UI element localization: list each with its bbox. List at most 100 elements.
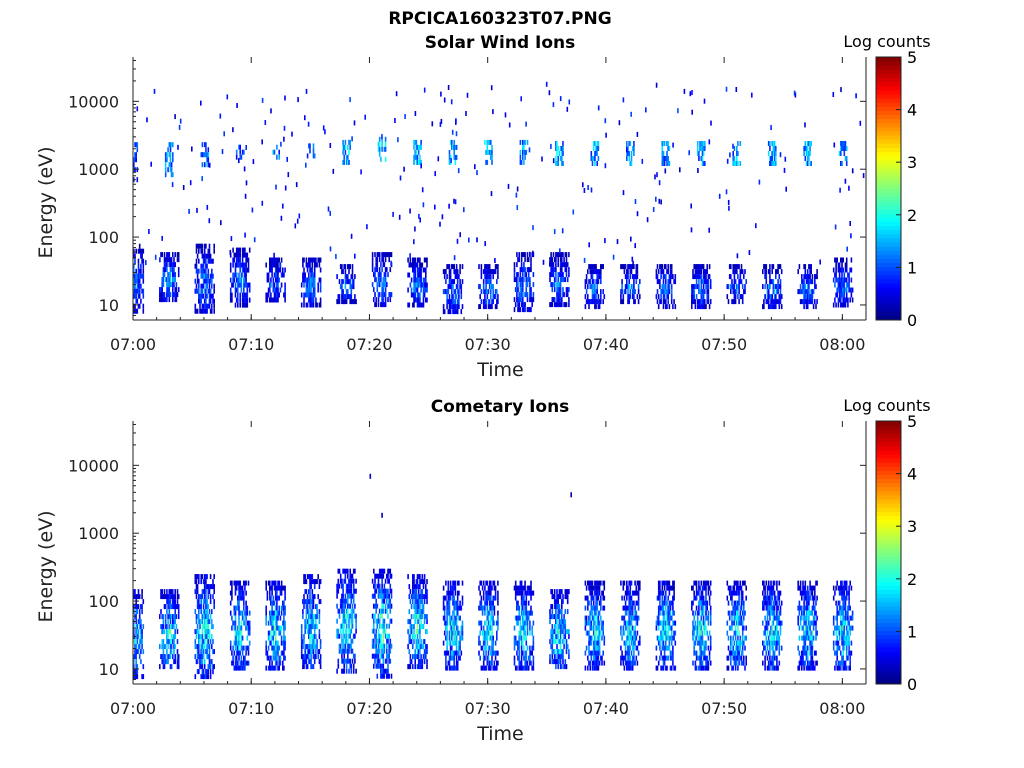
spectrogram-cell [837,277,840,283]
colorbar-tick-label: 1 [907,258,917,277]
spectrogram-cell [841,287,843,293]
spectrogram-cell [773,156,776,161]
spectrogram-cell [780,304,783,310]
spectrogram-cell [596,299,598,305]
spectrogram-cell [491,269,493,275]
spectrogram-cell [243,605,245,611]
spectrogram-cell [726,294,729,300]
spectrogram-cell [211,278,213,284]
spectrogram-cell [202,649,205,655]
spectrogram-cell [556,282,558,288]
spectrogram-cell [797,289,799,295]
spectrogram-cell [453,665,455,671]
spectrogram-cell [272,257,275,263]
spectrogram-cell [312,282,315,288]
spectrogram-cell [200,273,202,279]
spectrogram-cell [414,594,416,600]
spectrogram-cell [484,630,486,636]
spectrogram-cell [206,273,208,279]
spectrogram-cell [767,269,770,275]
spectrogram-cell [172,272,174,278]
spectrogram-cell [421,614,424,620]
spectrogram-cell [409,282,412,288]
spectrogram-cell [523,620,525,626]
spectrogram-cell [277,292,279,298]
spectrogram-cell [594,156,596,161]
spectrogram-cell [840,87,842,93]
spectrogram-cell [460,284,463,290]
spectrogram-cell [810,279,812,285]
spectrogram-cell [461,304,464,310]
spectrogram-cell [666,269,668,275]
spectrogram-cell [532,272,535,278]
spectrogram-cell [202,308,205,314]
spectrogram-cell [628,279,630,285]
spectrogram-cell [596,141,598,146]
spectrogram-cell [211,258,213,264]
spectrogram-cell [310,664,312,670]
spectrogram-cell [239,144,241,150]
spectrogram-cell [235,655,238,661]
spectrogram-cell [212,273,214,279]
spectrogram-cell [555,609,557,615]
spectrogram-cell [622,190,625,196]
spectrogram-cell [282,640,284,646]
spectrogram-cell [278,660,280,666]
spectrogram-cell [705,279,707,285]
spectrogram-cell [312,634,315,640]
spectrogram-cell [421,599,424,605]
spectrogram-cell [674,279,677,285]
spectrogram-cell [448,610,451,616]
spectrogram-cell [384,287,387,293]
spectrogram-cell [623,289,626,295]
spectrogram-cell [459,635,461,641]
spectrogram-cell [458,615,460,621]
spectrogram-cell [164,297,167,303]
spectrogram-cell [198,574,200,580]
spectrogram-cell [234,262,237,268]
spectrogram-cell [526,139,529,145]
spectrogram-cell [529,297,531,303]
spectrogram-cell [835,302,837,308]
spectrogram-cell [804,294,807,300]
spectrogram-cell [696,274,699,280]
spectrogram-cell [138,594,141,600]
spectrogram-cell [461,620,464,626]
spectrogram-cell [532,225,534,231]
spectrogram-cell [168,277,171,283]
spectrogram-cell [206,278,208,284]
spectrogram-cell [566,262,569,268]
spectrogram-cell [738,279,740,285]
spectrogram-cell [164,172,167,178]
spectrogram-cell [414,277,416,283]
spectrogram-cell [551,594,554,600]
spectrogram-cell [496,304,498,310]
spectrogram-cell [778,284,781,290]
spectrogram-cell [488,139,491,145]
spectrogram-cell [373,297,375,303]
spectrogram-cell [555,267,557,273]
spectrogram-cell [519,154,522,160]
spectrogram-cell [329,246,332,252]
spectrogram-cell [206,644,208,650]
spectrogram-cell [344,598,347,604]
spectrogram-cell [443,615,446,621]
spectrogram-cell [234,585,237,591]
spectrogram-cell [208,218,211,224]
spectrogram-cell [763,299,765,305]
spectrogram-cell [162,654,165,660]
spectrogram-cell [699,274,701,280]
spectrogram-cell [273,600,276,606]
spectrogram-cell [556,292,558,298]
spectrogram-cell [232,660,234,666]
spectrogram-cell [426,644,428,650]
spectrogram-cell [352,598,355,604]
spectrogram-cell [309,297,311,303]
spectrogram-cell [591,294,594,300]
spectrogram-cell [461,600,464,606]
spectrogram-cell [409,654,412,660]
spectrogram-cell [347,643,349,649]
spectrogram-cell [474,164,476,170]
spectrogram-cell [841,292,843,298]
spectrogram-cell [177,654,180,660]
